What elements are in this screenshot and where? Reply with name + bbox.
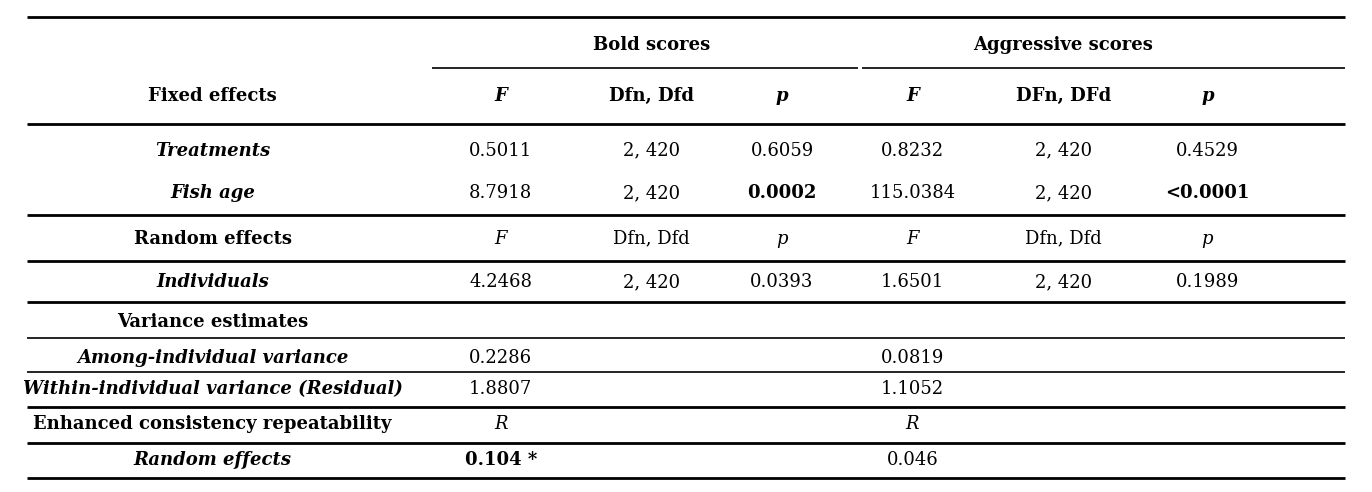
Text: 0.5011: 0.5011 bbox=[469, 142, 532, 159]
Text: 0.104 *: 0.104 * bbox=[465, 451, 536, 469]
Text: 0.1989: 0.1989 bbox=[1176, 274, 1239, 291]
Text: 0.2286: 0.2286 bbox=[469, 349, 532, 367]
Text: 0.8232: 0.8232 bbox=[881, 142, 944, 159]
Text: 2, 420: 2, 420 bbox=[1034, 142, 1092, 159]
Text: 1.8807: 1.8807 bbox=[469, 380, 532, 399]
Text: Enhanced consistency repeatability: Enhanced consistency repeatability bbox=[33, 415, 392, 432]
Text: 0.0393: 0.0393 bbox=[750, 274, 814, 291]
Text: Treatments: Treatments bbox=[155, 142, 270, 159]
Text: 1.6501: 1.6501 bbox=[881, 274, 944, 291]
Text: p: p bbox=[775, 87, 789, 105]
Text: Among-individual variance: Among-individual variance bbox=[77, 349, 348, 367]
Text: F: F bbox=[906, 87, 919, 105]
Text: 2, 420: 2, 420 bbox=[623, 184, 681, 202]
Text: 2, 420: 2, 420 bbox=[623, 142, 681, 159]
Text: 0.0819: 0.0819 bbox=[881, 349, 944, 367]
Text: Bold scores: Bold scores bbox=[593, 36, 711, 54]
Text: Individuals: Individuals bbox=[156, 274, 269, 291]
Text: 8.7918: 8.7918 bbox=[469, 184, 532, 202]
Text: DFn, DFd: DFn, DFd bbox=[1015, 87, 1111, 105]
Text: 2, 420: 2, 420 bbox=[1034, 274, 1092, 291]
Text: Within-individual variance (Residual): Within-individual variance (Residual) bbox=[23, 380, 402, 399]
Text: Dfn, Dfd: Dfn, Dfd bbox=[609, 87, 694, 105]
Text: 0.046: 0.046 bbox=[886, 451, 938, 469]
Text: F: F bbox=[494, 230, 508, 248]
Text: Aggressive scores: Aggressive scores bbox=[973, 36, 1154, 54]
Text: R: R bbox=[906, 415, 919, 432]
Text: 1.1052: 1.1052 bbox=[881, 380, 944, 399]
Text: p: p bbox=[1202, 230, 1213, 248]
Text: 2, 420: 2, 420 bbox=[1034, 184, 1092, 202]
Text: Fixed effects: Fixed effects bbox=[148, 87, 277, 105]
Text: p: p bbox=[1200, 87, 1214, 105]
Text: 0.0002: 0.0002 bbox=[748, 184, 816, 202]
Text: R: R bbox=[494, 415, 508, 432]
Text: F: F bbox=[494, 87, 508, 105]
Text: 0.4529: 0.4529 bbox=[1176, 142, 1239, 159]
Text: 4.2468: 4.2468 bbox=[469, 274, 532, 291]
Text: Dfn, Dfd: Dfn, Dfd bbox=[1025, 230, 1102, 248]
Text: 0.6059: 0.6059 bbox=[750, 142, 814, 159]
Text: Random effects: Random effects bbox=[133, 230, 292, 248]
Text: p: p bbox=[777, 230, 788, 248]
Text: F: F bbox=[906, 230, 919, 248]
Text: <0.0001: <0.0001 bbox=[1165, 184, 1250, 202]
Text: Random effects: Random effects bbox=[133, 451, 292, 469]
Text: Dfn, Dfd: Dfn, Dfd bbox=[613, 230, 690, 248]
Text: Variance estimates: Variance estimates bbox=[117, 313, 309, 331]
Text: 2, 420: 2, 420 bbox=[623, 274, 681, 291]
Text: Fish age: Fish age bbox=[170, 184, 255, 202]
Text: 115.0384: 115.0384 bbox=[870, 184, 955, 202]
